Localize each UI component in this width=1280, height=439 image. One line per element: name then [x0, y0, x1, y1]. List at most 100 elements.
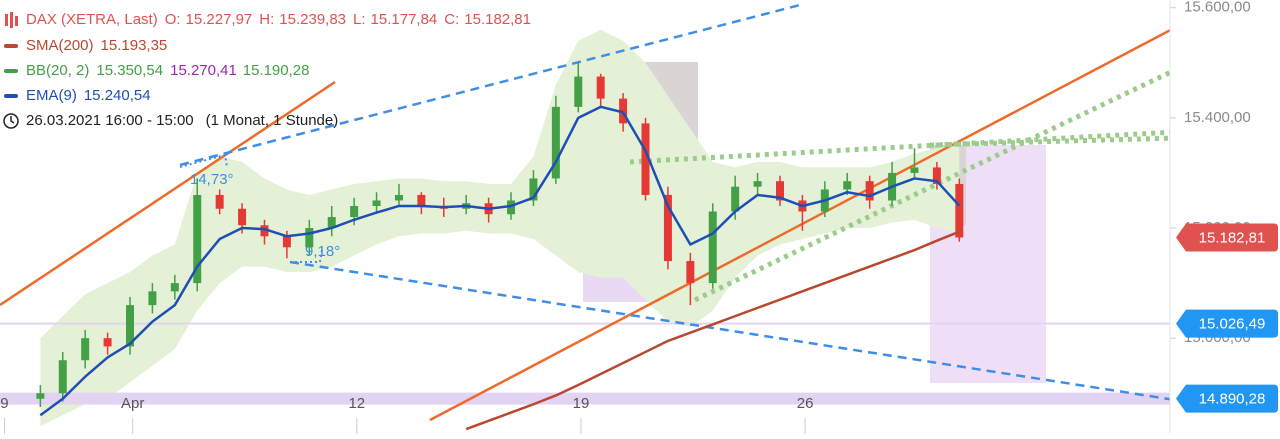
candle-body: [776, 181, 784, 201]
price-badge: [1176, 309, 1278, 338]
clock-icon: [10, 116, 15, 124]
legend-text: 26.03.2021 16:00 - 15:00 (1 Monat, 1 Stun…: [26, 112, 338, 129]
legend-name: EMA(9): [26, 87, 77, 104]
x-tick-label: 9: [0, 395, 8, 412]
candle-body: [955, 183, 964, 238]
legend-icon: [5, 14, 8, 26]
indicator-line: [39, 105, 961, 417]
readout-value: 15.227,97: [186, 11, 253, 28]
y-tick-label: 15.600,00: [1184, 0, 1251, 16]
angle-marker: [179, 153, 228, 168]
legend-icon: [10, 12, 13, 28]
dotted-line: [629, 129, 1176, 165]
legend-icon: [4, 69, 18, 73]
candle-body: [327, 217, 336, 229]
angle-marker: [290, 249, 323, 263]
clock-icon: [3, 113, 19, 129]
legend-text: SMA(200) 15.193,35: [26, 37, 167, 54]
readout-label: H:: [259, 11, 274, 28]
legend-icon: [4, 94, 18, 98]
candle-body: [238, 208, 247, 226]
candle-body: [731, 186, 740, 212]
candle-body: [350, 205, 359, 217]
price-badge-label: 15.026,49: [1199, 316, 1266, 333]
dotted-line: [693, 67, 1177, 303]
candle-body: [58, 360, 67, 394]
candle-body: [843, 181, 852, 190]
angle-label: 14,73°: [190, 171, 234, 188]
legend-text: BB(20, 2) 15.350,54 15.270,41 15.190,28: [26, 62, 309, 79]
candle-body: [193, 194, 202, 284]
price-badge: [1176, 223, 1278, 252]
candle-body: [708, 211, 717, 284]
candle-body: [215, 194, 224, 209]
candle-body: [36, 393, 45, 399]
trend-line: [0, 80, 336, 307]
band-layer: [40, 29, 960, 427]
legend: DAX (XETRA, Last) O: 15.227,97 H: 15.239,83 L…: [3, 11, 531, 129]
candle-body: [103, 338, 112, 347]
period-note: (1 Monat, 1 Stunde): [206, 112, 339, 129]
candle-body: [126, 305, 134, 347]
indicator-line: [465, 230, 960, 431]
trend-line: [429, 23, 1181, 422]
legend-text: EMA(9) 15.240,54: [26, 87, 151, 104]
candle-body: [282, 236, 291, 248]
candle-body: [170, 283, 179, 292]
price-badge-label: 14.890,28: [1199, 391, 1266, 408]
candle-body: [305, 228, 314, 248]
readout-label: L:: [353, 11, 366, 28]
candle-body: [686, 261, 695, 284]
x-tick-label: 19: [573, 395, 590, 412]
price-badge: [1176, 384, 1278, 413]
level-layer: [0, 322, 1170, 405]
dashed-line: [179, 3, 801, 167]
candle-body: [641, 123, 650, 195]
candle-body: [574, 76, 583, 107]
readout-value: 15.177,84: [371, 11, 438, 28]
drawings: [0, 3, 1181, 422]
candle-body: [619, 98, 628, 124]
legend-value: 15.270,41: [170, 62, 236, 79]
candle-body: [865, 181, 874, 201]
candle-body: [529, 178, 538, 201]
candle-body: [81, 338, 90, 361]
readout-value: 15.182,81: [464, 11, 531, 28]
candle-body: [148, 291, 157, 306]
legend-value: 15.190,28: [243, 62, 310, 79]
plot: [36, 62, 964, 431]
x-tick-label: 12: [348, 395, 365, 412]
price-badge-label: 15.182,81: [1199, 229, 1266, 246]
x-tick-label: Apr: [121, 395, 144, 412]
instrument-name: DAX (XETRA, Last): [26, 11, 158, 28]
candle-body: [910, 167, 919, 173]
candle-body: [551, 106, 560, 179]
candle-body: [417, 194, 426, 206]
legend-icon: [4, 44, 18, 48]
candle-body: [507, 200, 516, 215]
legend-name: SMA(200): [26, 37, 94, 54]
candle-body: [753, 181, 762, 187]
x-tick-label: 26: [797, 395, 814, 412]
axis-background: [1170, 0, 1280, 434]
bollinger-band: [40, 29, 960, 427]
candle-body: [596, 76, 605, 99]
legend-name: BB(20, 2): [26, 62, 89, 79]
legend-icon: [15, 16, 18, 26]
candle-body: [260, 225, 269, 237]
candle-body: [394, 194, 403, 201]
legend-value: 15.193,35: [101, 37, 168, 54]
candle-body: [663, 194, 672, 262]
readout-label: C:: [444, 11, 459, 28]
readout-value: 15.239,83: [279, 11, 346, 28]
legend-text: DAX (XETRA, Last) O: 15.227,97 H: 15.239,83 L…: [26, 11, 531, 28]
legend-value: 15.240,54: [84, 87, 151, 104]
angle-label: 9,18°: [305, 243, 340, 260]
candle-body: [932, 167, 941, 184]
readout-label: O:: [165, 11, 181, 28]
legend-value: 15.350,54: [96, 62, 163, 79]
period: 26.03.2021 16:00 - 15:00: [26, 112, 194, 129]
